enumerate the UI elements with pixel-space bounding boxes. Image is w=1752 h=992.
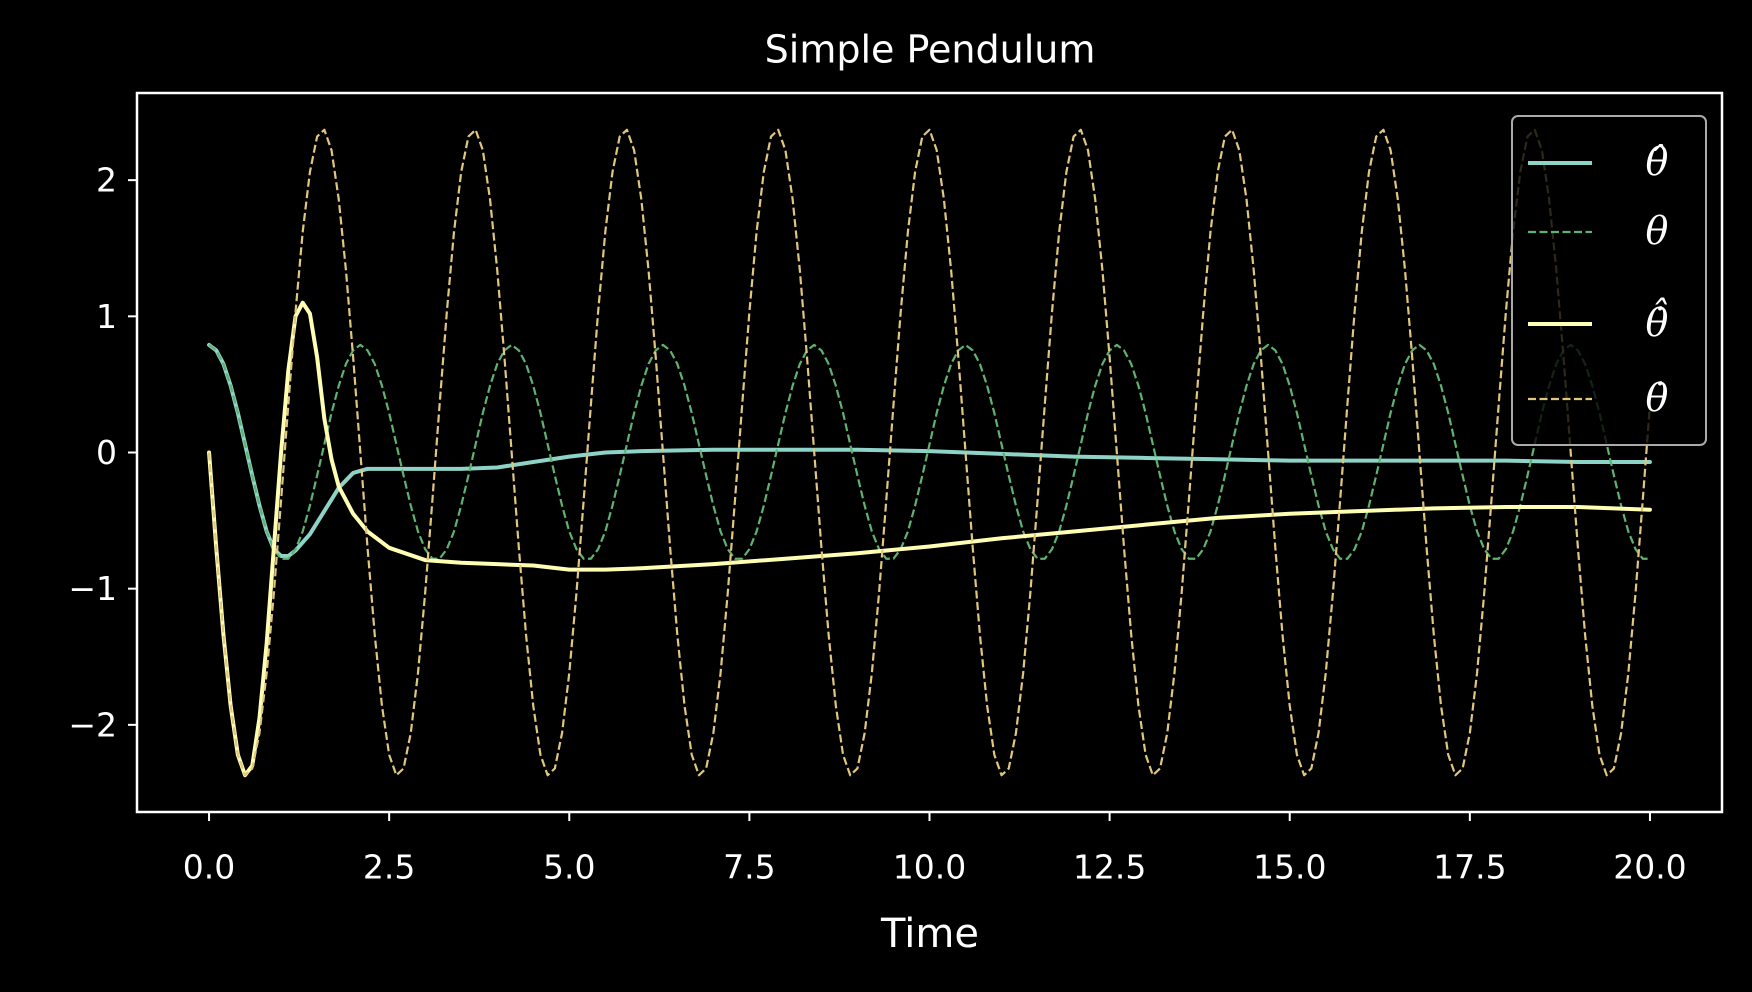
legend-label: θ̂ — [1646, 140, 1669, 184]
y-tick-label: 2 — [96, 161, 117, 200]
series-line — [208, 343, 1650, 560]
y-tick-label: −1 — [68, 569, 117, 608]
x-axis-label: Time — [880, 911, 979, 957]
legend-label: θ̇̂ — [1646, 298, 1669, 344]
axes-frame — [135, 91, 1724, 814]
series-line — [207, 128, 1652, 777]
legend-label: θ — [1646, 209, 1669, 253]
x-tick-label: 10.0 — [893, 848, 966, 887]
chart-title: Simple Pendulum — [765, 28, 1096, 72]
legend-box — [1511, 115, 1707, 446]
x-tick-label: 17.5 — [1433, 848, 1506, 887]
series-line — [207, 300, 1652, 778]
y-tick-label: 0 — [96, 433, 117, 472]
legend-label: θ̇ — [1646, 376, 1669, 420]
legend: θ̂ θ θ̇̂ θ̇ — [1511, 115, 1707, 446]
x-tick-label: 5.0 — [543, 848, 595, 887]
x-tick-label: 15.0 — [1253, 848, 1326, 887]
y-tick-label: 1 — [96, 297, 117, 336]
y-tick-label: −2 — [68, 705, 117, 744]
x-tick-label: 2.5 — [363, 848, 415, 887]
x-tick-label: 20.0 — [1613, 848, 1686, 887]
x-tick-label: 0.0 — [183, 848, 235, 887]
x-tick-label: 12.5 — [1073, 848, 1146, 887]
x-tick-label: 7.5 — [723, 848, 775, 887]
